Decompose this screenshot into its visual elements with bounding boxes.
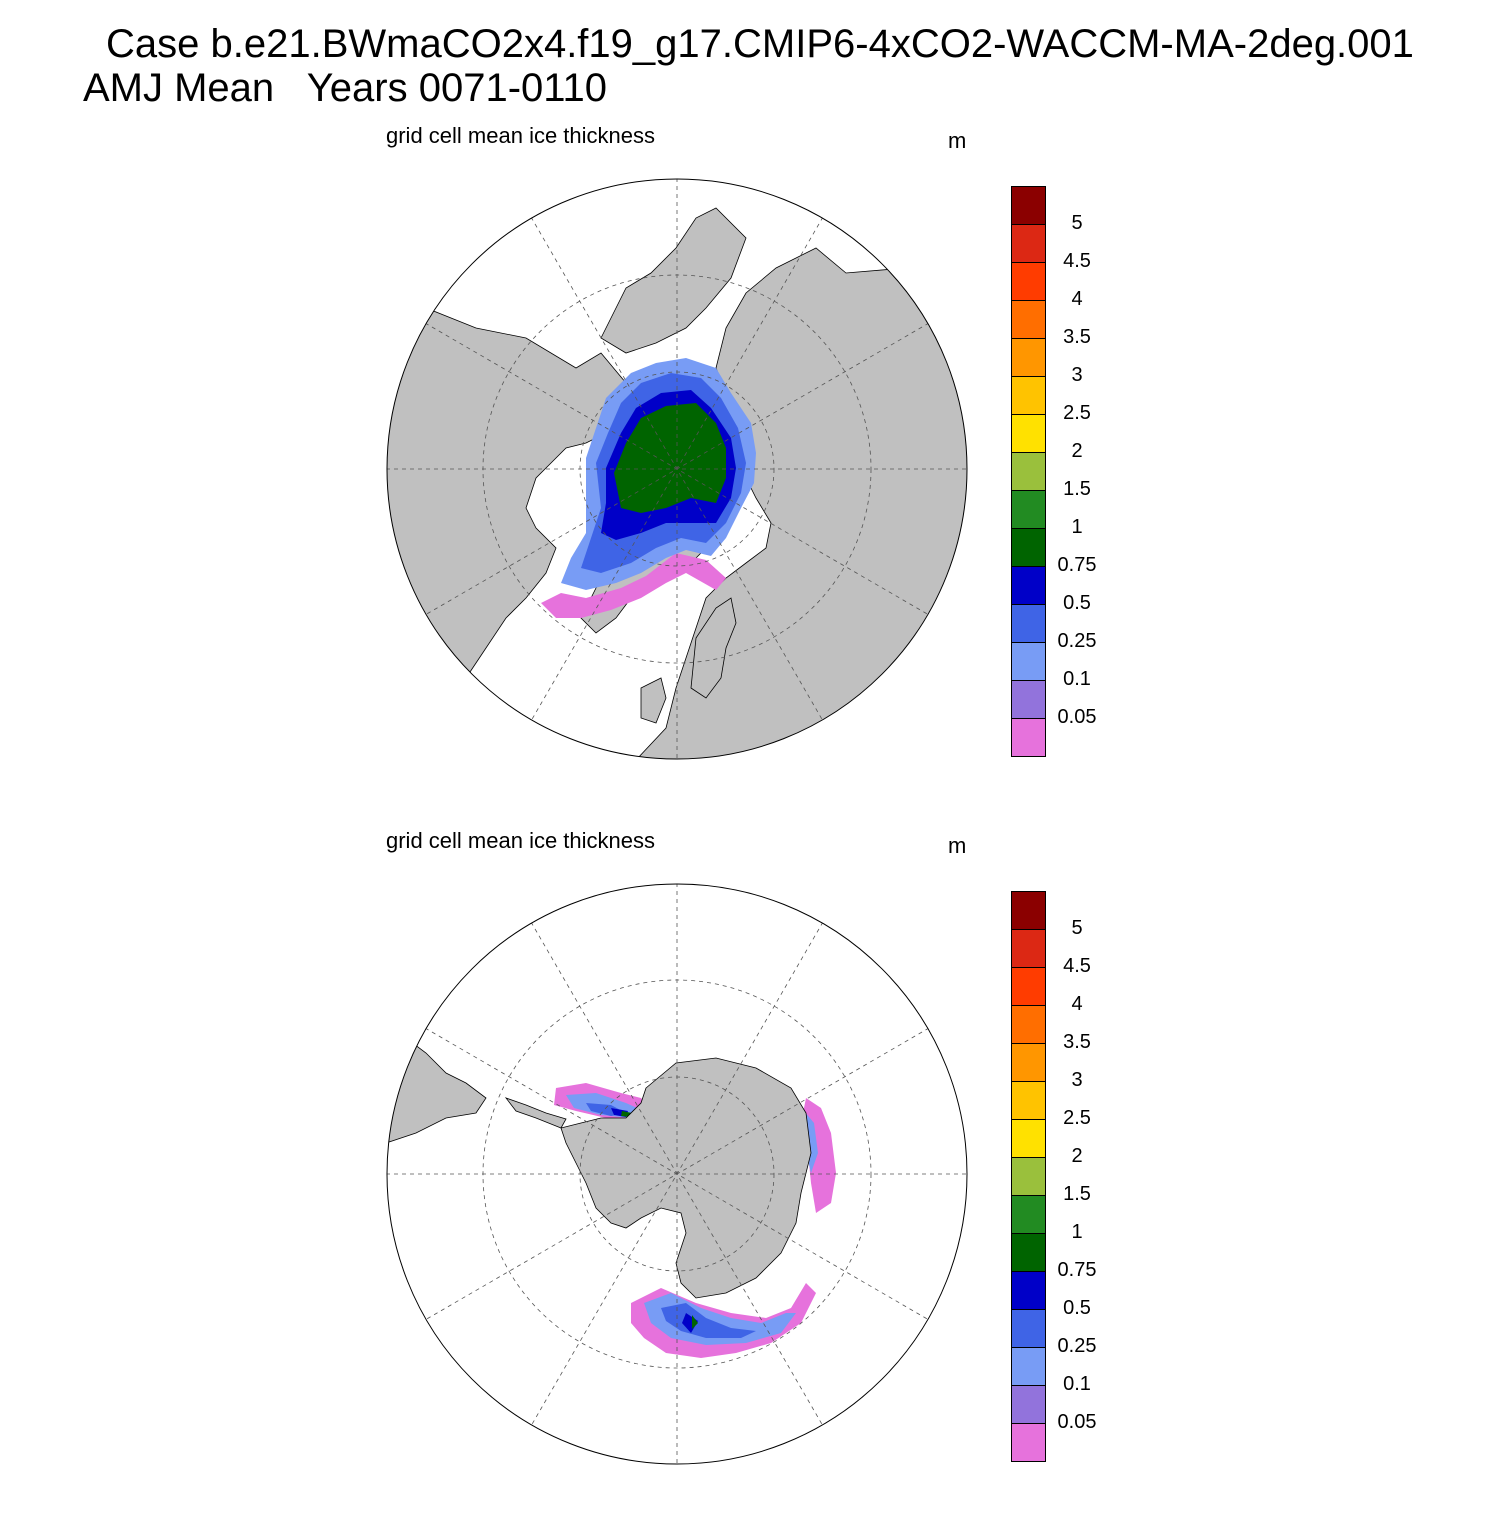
- colorbar-tick-label: 4.5: [1063, 250, 1091, 272]
- alaska-siberia-land: [600, 207, 747, 354]
- colorbar-box: [1011, 224, 1046, 262]
- colorbar-box: [1011, 528, 1046, 566]
- colorbar-tick-label: 0.5: [1063, 592, 1091, 614]
- colorbar-box: [1011, 376, 1046, 414]
- colorbar-tick-label: 1: [1071, 1221, 1083, 1243]
- colorbar-tick-label: 1.5: [1063, 478, 1091, 500]
- colorbar-box: [1011, 1385, 1046, 1423]
- colorbar-tick-label: 1: [1071, 516, 1083, 538]
- colorbar-box: [1011, 490, 1046, 528]
- colorbar-box: [1011, 262, 1046, 300]
- colorbar-tick-label: 0.75: [1057, 554, 1097, 576]
- colorbar-box: [1011, 1119, 1046, 1157]
- colorbar-box: [1011, 1043, 1046, 1081]
- colorbar-tick-label: 2: [1071, 440, 1083, 462]
- antarctic-polar-map: [386, 883, 968, 1465]
- colorbar-tick-label: 3: [1071, 1069, 1083, 1091]
- colorbar-box: [1011, 566, 1046, 604]
- arctic-graticule: [387, 179, 967, 759]
- colorbar-box: [1011, 300, 1046, 338]
- colorbar-tick-label: 0.25: [1057, 630, 1097, 652]
- colorbar-box: [1011, 452, 1046, 490]
- colorbar-tick-label: 3.5: [1063, 1031, 1091, 1053]
- figure-title-line1: Case b.e21.BWmaCO2x4.f19_g17.CMIP6-4xCO2…: [106, 22, 1414, 66]
- colorbar-box: [1011, 967, 1046, 1005]
- figure-title-line2: AMJ Mean Years 0071-0110: [83, 66, 608, 110]
- colorbar-box: [1011, 604, 1046, 642]
- colorbar-tick-label: 2: [1071, 1145, 1083, 1167]
- antarctic-ice-pink: [554, 1083, 836, 1358]
- colorbar-box: [1011, 1423, 1046, 1462]
- colorbar-tick-label: 0.1: [1063, 668, 1091, 690]
- colorbar-box: [1011, 1195, 1046, 1233]
- colorbar-tick-label: 4.5: [1063, 955, 1091, 977]
- colorbar-box: [1011, 642, 1046, 680]
- colorbar-tick-label: 0.05: [1057, 706, 1097, 728]
- antarctic-units: m: [948, 833, 967, 858]
- colorbar-tick-label: 3: [1071, 364, 1083, 386]
- arctic-map-border: [386, 178, 968, 760]
- colorbar-box: [1011, 186, 1046, 224]
- colorbar-tick-label: 2.5: [1063, 1107, 1091, 1129]
- colorbar-box: [1011, 718, 1046, 757]
- colorbar-tick-label: 3.5: [1063, 326, 1091, 348]
- colorbar-box: [1011, 680, 1046, 718]
- colorbar-tick-label: 0.1: [1063, 1373, 1091, 1395]
- colorbar-box: [1011, 1233, 1046, 1271]
- colorbar-box: [1011, 338, 1046, 376]
- colorbar-box: [1011, 414, 1046, 452]
- colorbar-box: [1011, 1347, 1046, 1385]
- antarctic-graticule: [387, 884, 967, 1464]
- colorbar-tick-label: 1.5: [1063, 1183, 1091, 1205]
- arctic-ice-pink: [541, 553, 726, 618]
- colorbar-box: [1011, 1271, 1046, 1309]
- colorbar-tick-label: 4: [1071, 993, 1083, 1015]
- colorbar-tick-label: 0.05: [1057, 1411, 1097, 1433]
- antarctic-map-border: [386, 883, 968, 1465]
- colorbar-box: [1011, 1309, 1046, 1347]
- arctic-polar-map: [386, 178, 968, 760]
- arctic-subtitle: grid cell mean ice thickness: [386, 123, 656, 148]
- antarctic-peninsula-land: [504, 1097, 567, 1129]
- colorbar-box: [1011, 1081, 1046, 1119]
- colorbar-tick-label: 5: [1071, 212, 1083, 234]
- colorbar-tick-label: 4: [1071, 288, 1083, 310]
- antarctic-subtitle: grid cell mean ice thickness: [386, 828, 656, 853]
- arctic-units: m: [948, 128, 967, 153]
- colorbar-tick-label: 2.5: [1063, 402, 1091, 424]
- colorbar-box: [1011, 1005, 1046, 1043]
- colorbar-tick-label: 5: [1071, 917, 1083, 939]
- colorbar-box: [1011, 1157, 1046, 1195]
- arctic-panel: grid cell mean ice thickness m: [0, 115, 1500, 820]
- colorbar-box: [1011, 891, 1046, 929]
- arctic-ice-green: [614, 403, 726, 513]
- colorbar-tick-label: 0.75: [1057, 1259, 1097, 1281]
- antarctic-colorbar: [1011, 891, 1046, 1462]
- colorbar-tick-label: 0.5: [1063, 1297, 1091, 1319]
- scandinavia-land: [690, 597, 737, 699]
- colorbar-tick-label: 0.25: [1057, 1335, 1097, 1357]
- british-isles-land: [640, 677, 667, 724]
- north-america-land: [387, 307, 647, 739]
- colorbar-box: [1011, 929, 1046, 967]
- antarctic-panel: grid cell mean ice thickness m: [0, 820, 1500, 1525]
- arctic-colorbar: [1011, 186, 1046, 757]
